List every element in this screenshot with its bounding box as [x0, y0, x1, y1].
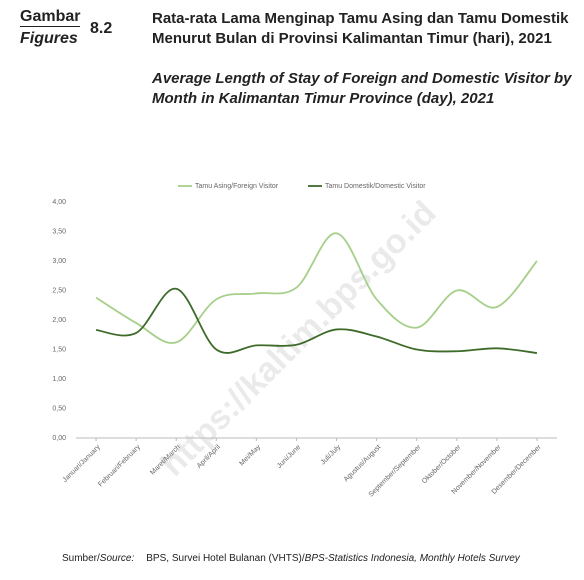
source-label: Sumber/ [62, 553, 100, 564]
y-tick-label: 0,50 [52, 405, 66, 412]
y-tick-label: 2,50 [52, 287, 66, 294]
y-tick-label: 1,50 [52, 346, 66, 353]
line-series [95, 232, 538, 344]
source-label-en: Source: [100, 553, 135, 564]
y-tick-label: 1,00 [52, 376, 66, 383]
title: Rata-rata Lama Menginap Tamu Asing dan T… [152, 10, 569, 47]
x-tick-label: Februari/February [97, 443, 142, 488]
legend-label: Tamu Domestik/Domestic Visitor [325, 183, 426, 190]
watermark: https://kaltim.bps.go.id [154, 194, 444, 484]
line-series [95, 287, 538, 354]
x-tick-label: Mei/May [238, 443, 262, 467]
figure-number: 8.2 [90, 20, 113, 37]
y-tick-label: 2,00 [52, 317, 66, 324]
x-tick-label: Agustus/August [343, 444, 383, 484]
y-tick-label: 3,00 [52, 258, 66, 265]
y-tick-label: 4,00 [52, 199, 66, 206]
x-tick-label: Juli/July [320, 443, 343, 466]
legend-label: Tamu Asing/Foreign Visitor [195, 183, 279, 190]
figure-label-en: Figures [20, 30, 78, 47]
source-text-en: BPS-Statistics Indonesia, Monthly Hotels… [305, 553, 521, 564]
y-tick-label: 3,50 [52, 228, 66, 235]
source: Sumber/Source: BPS, Survei Hotel Bulanan … [62, 553, 521, 564]
x-tick-label: Oktober/October [421, 443, 463, 485]
source-text: BPS, Survei Hotel Bulanan (VHTS)/ [146, 553, 305, 564]
y-tick-label: 0,00 [52, 435, 66, 442]
title-en: Average Length of Stay of Foreign and Do… [152, 70, 572, 107]
x-tick-label: Januari/January [62, 443, 103, 484]
x-tick-label: Juni/June [276, 444, 302, 470]
figure-label: Gambar [20, 8, 81, 27]
